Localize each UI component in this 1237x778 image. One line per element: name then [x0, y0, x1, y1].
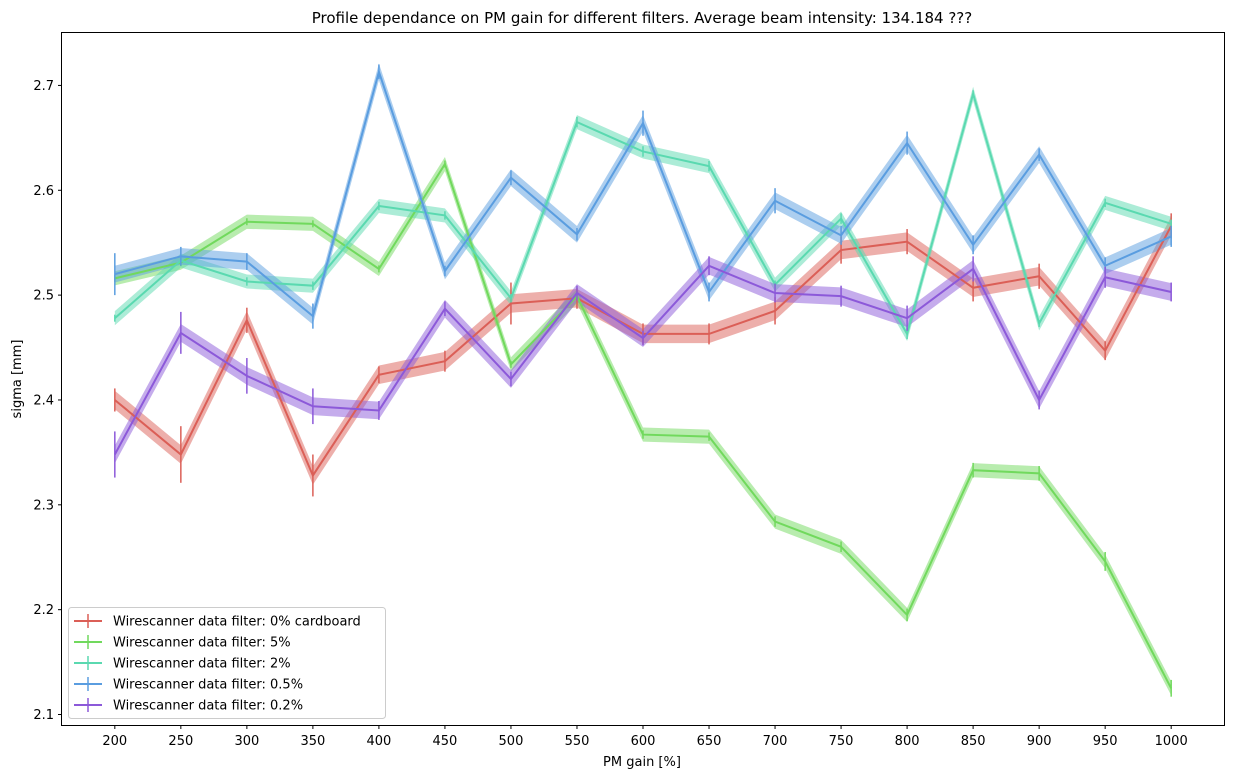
- x-tick-label: 450: [433, 734, 458, 749]
- series-line: [113, 264, 1172, 455]
- chart-title: Profile dependance on PM gain for differ…: [312, 9, 972, 27]
- x-tick-label: 900: [1027, 734, 1052, 749]
- series-1: [114, 160, 1173, 697]
- x-tick-label: 950: [1093, 734, 1118, 749]
- y-axis-label: sigma [mm]: [10, 340, 25, 419]
- legend-label: Wirescanner data filter: 2%: [113, 657, 291, 672]
- x-tick-label: 400: [366, 734, 391, 749]
- series-3: [114, 64, 1172, 329]
- x-tick-label: 850: [961, 734, 986, 749]
- x-axis: 200 250 300 350 400 450 500 550 600 650 700 750 800 8…: [102, 725, 1188, 749]
- legend-label: Wirescanner data filter: 5%: [113, 636, 291, 651]
- x-tick-label: 650: [697, 734, 722, 749]
- x-tick-label: 700: [763, 734, 788, 749]
- series-4: [113, 256, 1172, 478]
- y-tick-label: 2.1: [33, 708, 54, 723]
- legend-label: Wirescanner data filter: 0.5%: [113, 678, 303, 693]
- y-tick-label: 2.7: [33, 79, 54, 94]
- legend: Wirescanner data filter: 0% cardboard Wir…: [68, 607, 386, 719]
- legend-label: Wirescanner data filter: 0% cardboard: [113, 615, 361, 630]
- y-axis: 2.1 2.2 2.3 2.4 2.5 2.6 2.7: [33, 79, 62, 723]
- series-layer: [113, 64, 1173, 697]
- y-tick-label: 2.5: [33, 289, 54, 304]
- x-tick-label: 250: [168, 734, 193, 749]
- x-tick-label: 800: [895, 734, 920, 749]
- y-tick-label: 2.4: [33, 393, 54, 408]
- y-tick-label: 2.2: [33, 603, 54, 618]
- legend-label: Wirescanner data filter: 0.2%: [113, 699, 303, 714]
- x-tick-label: 750: [829, 734, 854, 749]
- x-tick-label: 300: [234, 734, 259, 749]
- x-axis-label: PM gain [%]: [603, 755, 681, 770]
- x-tick-label: 550: [565, 734, 590, 749]
- y-tick-label: 2.6: [33, 184, 54, 199]
- x-tick-label: 350: [300, 734, 325, 749]
- error-bands: [114, 63, 1172, 696]
- y-tick-label: 2.3: [33, 498, 54, 513]
- x-tick-label: 500: [499, 734, 524, 749]
- x-tick-label: 1000: [1155, 734, 1188, 749]
- x-tick-label: 200: [102, 734, 127, 749]
- legend-box: [68, 607, 386, 719]
- x-tick-label: 600: [631, 734, 656, 749]
